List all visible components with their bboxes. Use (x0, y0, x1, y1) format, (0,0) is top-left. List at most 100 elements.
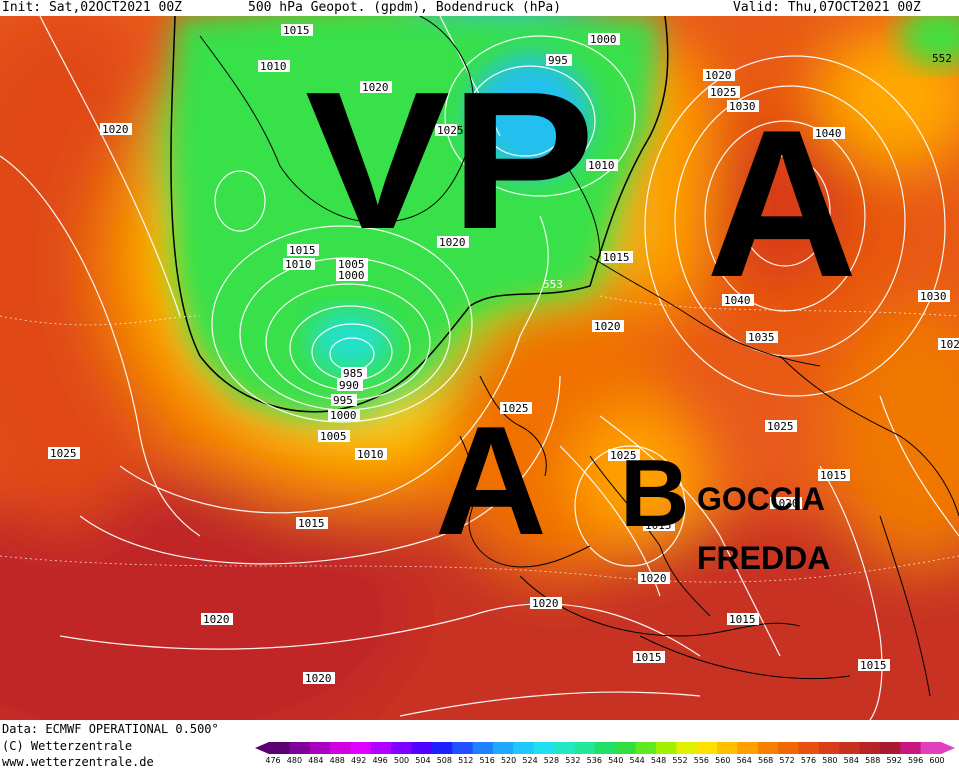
svg-text:985: 985 (343, 367, 363, 380)
colorbar-tick-label: 564 (737, 756, 752, 765)
colorbar-tick-label: 504 (415, 756, 430, 765)
isobar-label: 1020 (201, 613, 233, 626)
svg-text:102: 102 (940, 338, 959, 351)
isobar-label: 1005 (336, 258, 368, 271)
isobar-label: 1025 (708, 86, 740, 99)
svg-text:1025: 1025 (610, 449, 637, 462)
svg-text:1020: 1020 (532, 597, 559, 610)
colorbar-tick-label: 488 (330, 756, 345, 765)
isobar-label: 1025 (765, 420, 797, 433)
weather-map-svg: 1015 1010 1020 1020 995 1000 1025 1010 1… (0, 16, 959, 720)
svg-text:1015: 1015 (820, 469, 847, 482)
svg-text:1030: 1030 (920, 290, 947, 303)
colorbar-tick-label: 484 (308, 756, 323, 765)
colorbar-swatch (615, 742, 637, 754)
isobar-label: 1020 (437, 236, 469, 249)
isobar-labels: 1015 1010 1020 1020 995 1000 1025 1010 1… (48, 24, 959, 685)
colorbar-swatch (717, 742, 738, 754)
colorbar-swatch (513, 742, 535, 754)
isobar-label: 1010 (258, 60, 290, 73)
colorbar-tick-label: 576 (801, 756, 816, 765)
svg-text:1020: 1020 (594, 320, 621, 333)
svg-text:1020: 1020 (640, 572, 667, 585)
website: www.wetterzentrale.de (2, 755, 154, 769)
svg-text:1010: 1010 (260, 60, 287, 73)
svg-text:1020: 1020 (203, 613, 230, 626)
svg-text:1040: 1040 (724, 294, 751, 307)
colorbar-tick-label: 532 (565, 756, 580, 765)
svg-text:1040: 1040 (815, 127, 842, 140)
colorbar-tick-label: 520 (501, 756, 516, 765)
weather-map: 1015 1010 1020 1020 995 1000 1025 1010 1… (0, 16, 959, 720)
colorbar-arrow-right (941, 742, 955, 754)
svg-text:995: 995 (333, 394, 353, 407)
contour-552 (170, 16, 669, 413)
isobar-label: 1030 (918, 290, 950, 303)
colorbar-swatch (655, 742, 677, 754)
svg-text:1015: 1015 (283, 24, 310, 37)
isobar-label: 1040 (813, 127, 845, 140)
isobar-label: 553 (543, 278, 563, 291)
svg-text:1005: 1005 (338, 258, 365, 271)
colorbar-swatch (350, 742, 372, 754)
svg-text:1020: 1020 (705, 69, 732, 82)
colorbar-swatch (859, 742, 881, 754)
init-time: Init: Sat,02OCT2021 00Z (2, 0, 183, 15)
isobar-label: 1010 (355, 448, 387, 461)
isobar-label: 1020 (303, 672, 335, 685)
colorbar-tick-label: 600 (929, 756, 944, 765)
isobar-label: 1025 (500, 402, 532, 415)
svg-text:1015: 1015 (729, 613, 756, 626)
colorbar-swatch (737, 742, 759, 754)
colorbar-swatch (676, 742, 698, 754)
isobar-label: 1025 (48, 447, 80, 460)
colorbar-tick-label: 552 (672, 756, 687, 765)
label-fredda: FREDDA (697, 540, 830, 576)
isobar-label: 1015 (858, 659, 890, 672)
colorbar-tick-label: 548 (651, 756, 666, 765)
colorbar-swatch (635, 742, 657, 754)
isobar-label: 1000 (328, 409, 360, 422)
colorbar-tick-label: 540 (608, 756, 623, 765)
svg-text:1015: 1015 (635, 651, 662, 664)
isobar-label: 990 (337, 379, 363, 392)
colorbar-swatch (778, 742, 799, 754)
isobar-label: 985 (341, 367, 367, 380)
colorbar-swatch (900, 742, 922, 754)
colorbar-swatch (920, 742, 942, 754)
svg-text:1020: 1020 (102, 123, 129, 136)
svg-text:1025: 1025 (502, 402, 529, 415)
colorbar-swatch (370, 742, 392, 754)
colorbar-tick-label: 480 (287, 756, 302, 765)
isobar-label: 1005 (318, 430, 350, 443)
label-high-scandinavia: A (706, 86, 858, 321)
colorbar-tick-label: 560 (715, 756, 730, 765)
isobar-label: 1030 (727, 100, 759, 113)
isobar-label: 1010 (283, 258, 315, 271)
colorbar-tick-label: 592 (887, 756, 902, 765)
colorbar-tick-label: 568 (758, 756, 773, 765)
svg-text:1030: 1030 (729, 100, 756, 113)
svg-text:1020: 1020 (439, 236, 466, 249)
svg-text:1000: 1000 (590, 33, 617, 46)
colorbar-tick-label: 596 (908, 756, 923, 765)
colorbar-swatch (452, 742, 474, 754)
svg-text:1010: 1010 (588, 159, 615, 172)
svg-text:553: 553 (543, 278, 563, 291)
isobar-label: 1020 (638, 572, 670, 585)
svg-text:1020: 1020 (305, 672, 332, 685)
colorbar-swatch (818, 742, 840, 754)
svg-text:995: 995 (548, 54, 568, 67)
colorbar-tick-label: 584 (844, 756, 859, 765)
colorbar-tick-label: 512 (458, 756, 473, 765)
colorbar-tick-label: 500 (394, 756, 409, 765)
colorbar-tick-label: 524 (522, 756, 537, 765)
data-source: Data: ECMWF OPERATIONAL 0.500° (2, 722, 219, 736)
isobar-label: 995 (546, 54, 572, 67)
isobar-label: 1015 (281, 24, 313, 37)
label-goccia: GOCCIA (697, 481, 825, 517)
colorbar-tick-label: 528 (544, 756, 559, 765)
isobar-label: 1000 (588, 33, 620, 46)
svg-text:1015: 1015 (860, 659, 887, 672)
colorbar-swatch (411, 742, 433, 754)
